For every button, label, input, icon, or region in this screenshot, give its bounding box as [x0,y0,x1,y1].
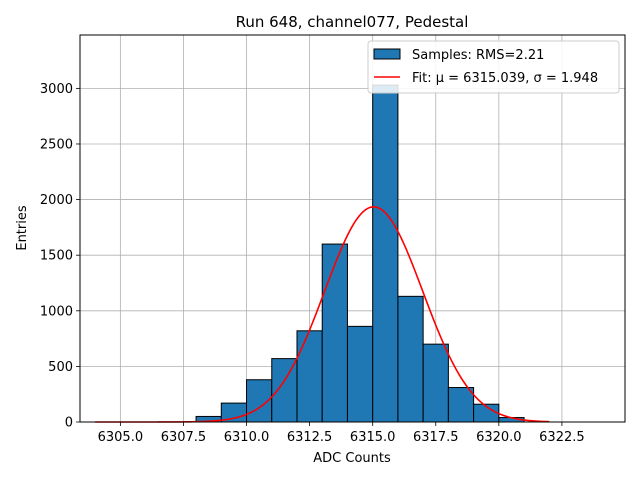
y-tick-label: 500 [48,360,73,375]
x-tick-label: 6317.5 [413,430,459,445]
histogram-bar [372,84,399,423]
x-tick-label: 6320.0 [476,430,522,445]
histogram-bar [296,330,323,423]
histogram-bar [321,243,348,423]
plot-frame [79,34,626,423]
x-tick-label: 6315.0 [350,430,396,445]
y-tick-label: 3000 [40,82,73,97]
y-tick-label: 0 [65,416,73,431]
y-axis-label: Entries [15,205,30,251]
y-tick-label: 2000 [40,193,73,208]
chart-title: Run 648, channel077, Pedestal [236,13,469,31]
legend-samples-label: Samples: RMS=2.21 [412,48,544,63]
legend-bar-swatch [373,48,401,60]
legend-box [367,40,620,94]
x-tick-label: 6312.5 [287,430,333,445]
histogram-bar [447,387,475,423]
legend-fit-label: Fit: μ = 6315.039, σ = 1.948 [412,71,598,86]
histogram-bar [346,325,374,423]
x-tick-label: 6322.5 [539,430,585,445]
histogram-bars [195,84,525,423]
histogram-bar [397,295,424,423]
y-tick-label: 2500 [40,137,73,152]
x-tick-label: 6305.0 [98,430,144,445]
y-tick-label: 1000 [40,304,73,319]
histogram-bar [422,343,449,423]
x-axis-ticks: 6305.0 6307.5 6310.0 6312.5 6315.0 6317.5 6320… [98,422,585,445]
x-axis-label: ADC Counts [313,451,391,466]
y-axis-ticks: 0 500 1000 1500 2000 2500 3000 [40,82,80,431]
x-tick-label: 6307.5 [161,430,207,445]
histogram-bar [271,358,298,423]
legend: Samples: RMS=2.21 Fit: μ = 6315.039, σ =… [367,40,620,94]
y-tick-label: 1500 [40,249,73,264]
x-tick-label: 6310.0 [224,430,270,445]
